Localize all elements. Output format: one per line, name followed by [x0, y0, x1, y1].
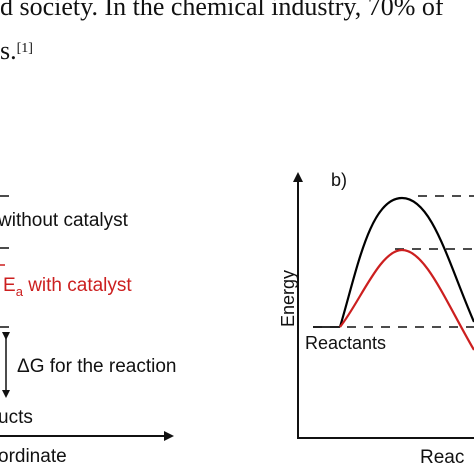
- panel-b: b) Energy Reactants Reac: [278, 170, 474, 468]
- panel-b-x-axis-label: Reac: [420, 447, 464, 468]
- label-delta-g: ΔG for the reaction: [17, 356, 177, 377]
- body-text-line-1: d society. In the chemical industry, 70%…: [0, 0, 444, 22]
- reactants-label: Reactants: [305, 333, 386, 353]
- body-text-line-2-text: s.: [0, 36, 17, 65]
- uncatalyzed-reaction-curve: [338, 196, 474, 328]
- panel-a: without catalyst Ea with catalyst ΔG for…: [0, 195, 177, 467]
- label-without-catalyst: without catalyst: [0, 210, 129, 231]
- body-text-line-2: s.[1]: [0, 36, 33, 66]
- panel-b-label: b): [331, 170, 347, 190]
- catalyzed-reaction-curve: [339, 248, 474, 351]
- label-ea-text: with catalyst: [23, 275, 132, 296]
- label-ea-with-catalyst: Ea with catalyst: [3, 275, 132, 299]
- body-text-line-1-text: d society. In the chemical industry, 70%…: [0, 0, 444, 21]
- citation-marker: [1]: [16, 41, 33, 56]
- panel-b-y-axis-label: Energy: [278, 270, 298, 327]
- panel-a-x-axis-label: ordinate: [0, 446, 67, 467]
- label-ea-subscript: a: [16, 284, 24, 299]
- label-products: ucts: [0, 407, 33, 428]
- label-ea-symbol: E: [3, 275, 16, 296]
